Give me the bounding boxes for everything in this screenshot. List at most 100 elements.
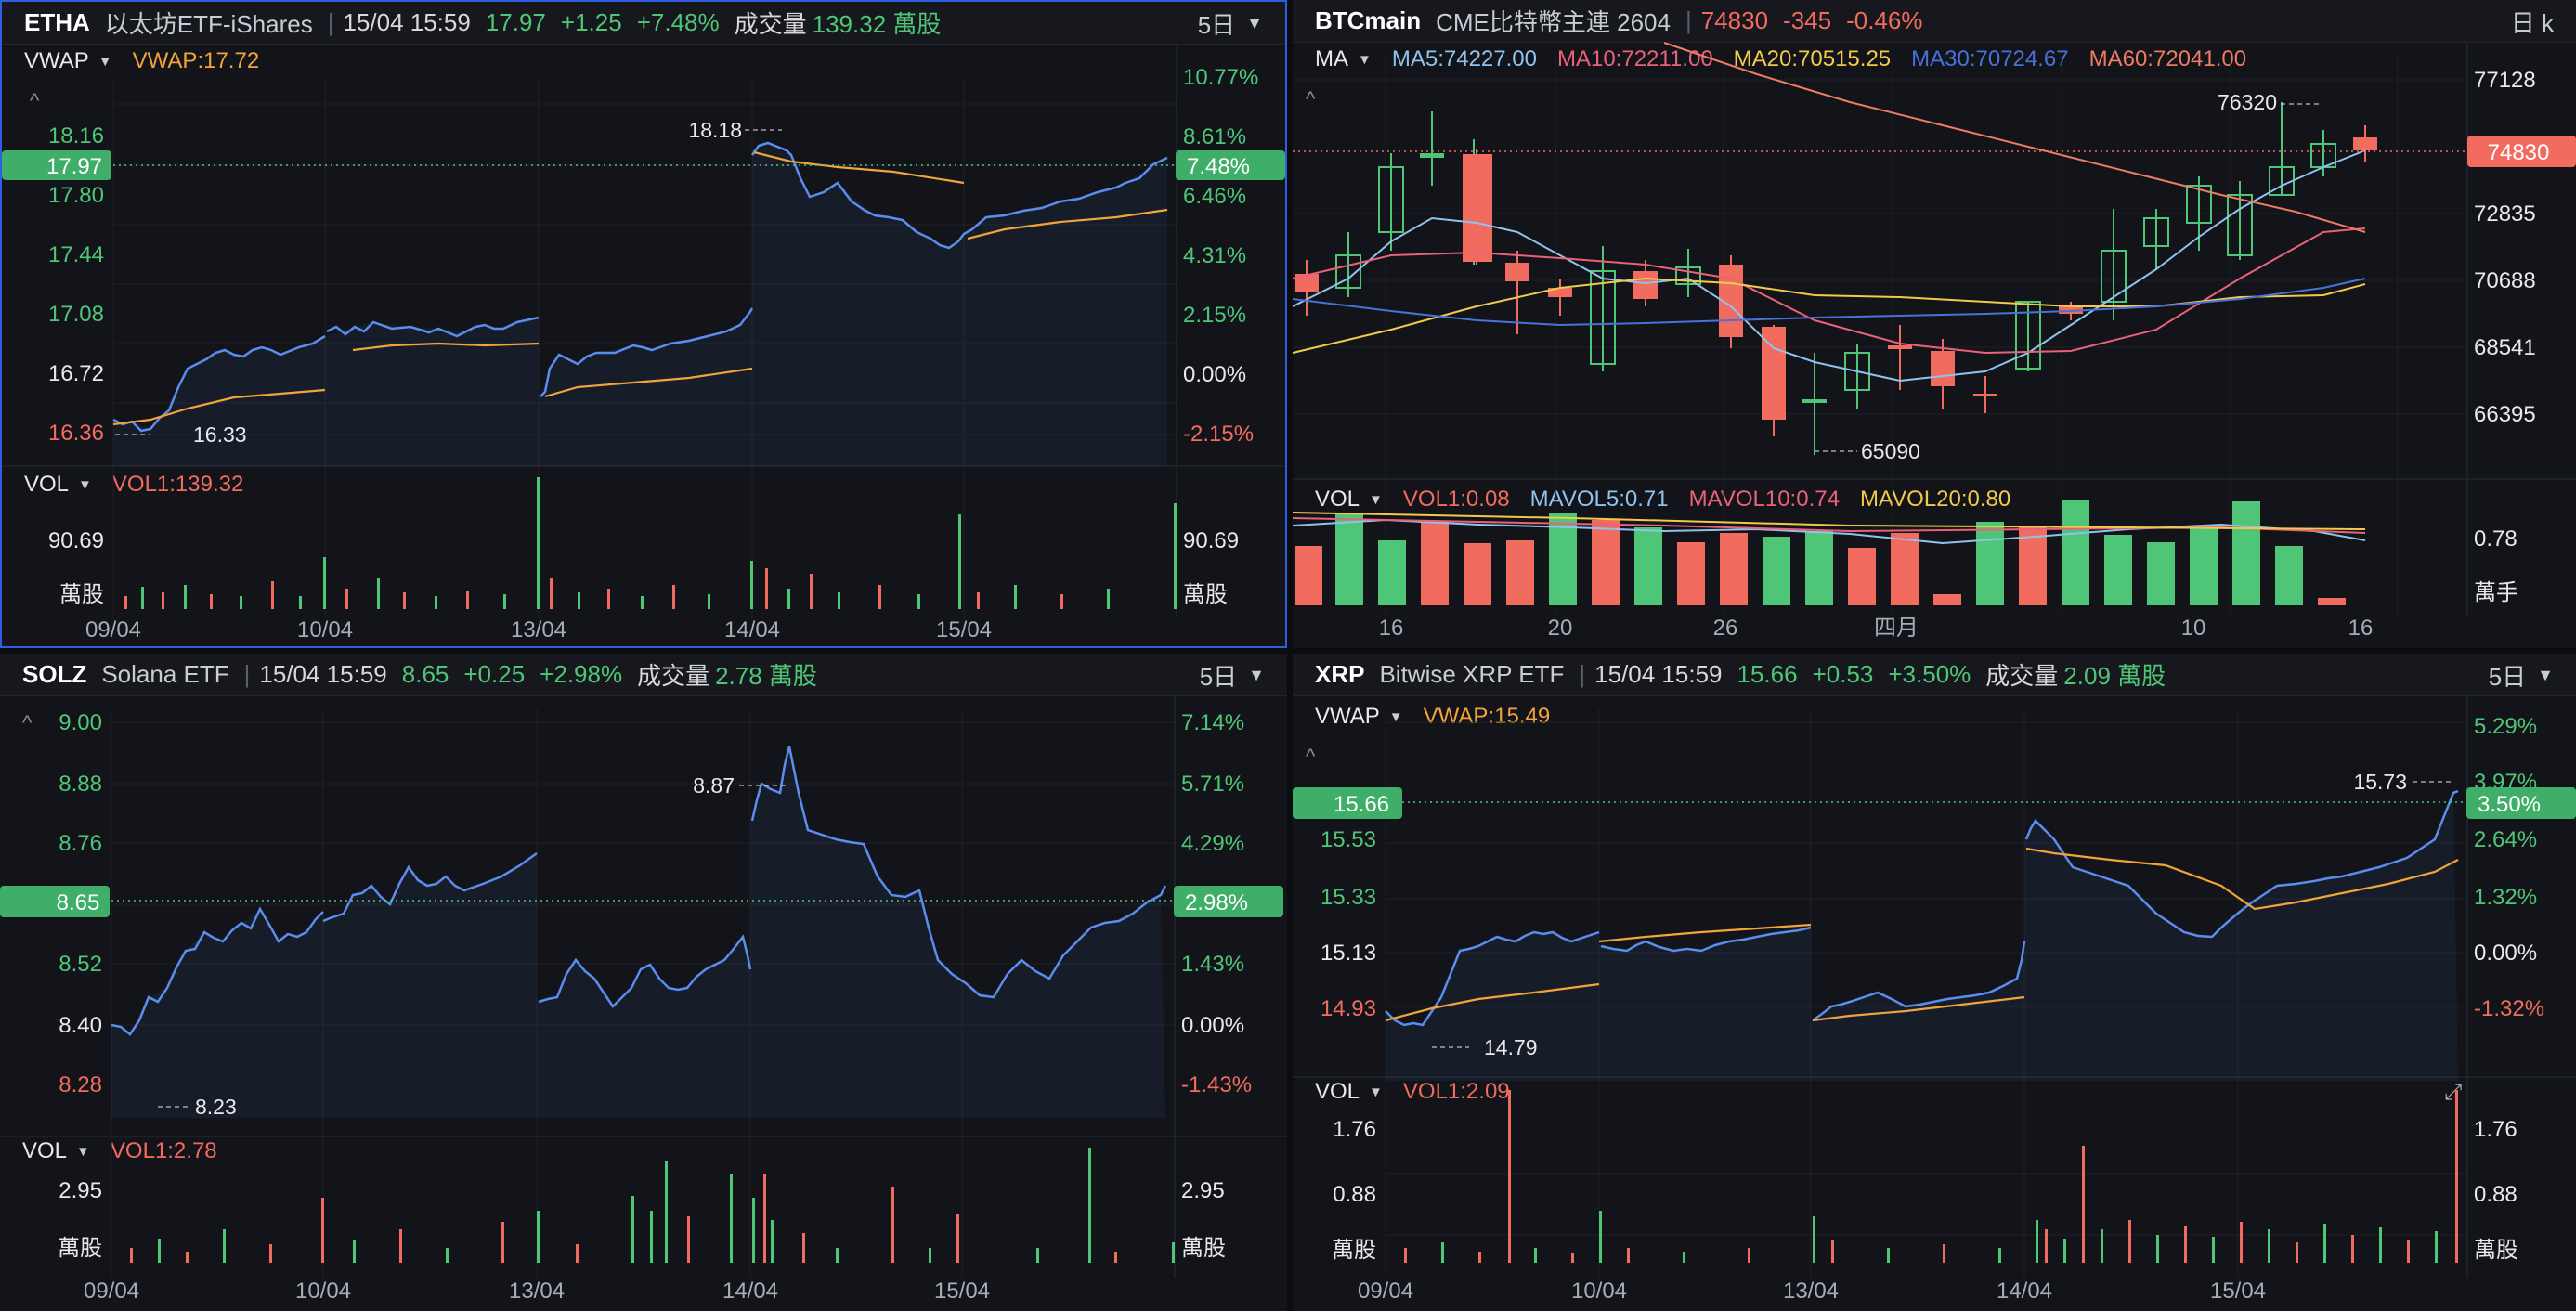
pct-axis-label: 0.00% [1183,362,1246,387]
date-label: 16 [2348,616,2374,641]
period-selector[interactable]: 5日 ▼ [2488,662,2554,691]
volume-bars [124,477,1177,609]
price-axis-label: 17.08 [48,302,104,327]
pct-axis-label: 4.31% [1183,243,1246,268]
etha-chart-panel[interactable]: ETHA 以太坊ETF-iShares | 15/04 15:59 17.97 … [0,0,1287,648]
percent-change: +7.48% [636,8,720,36]
volume-unit: 萬股 [58,1236,102,1261]
last-price: 74830 [1700,6,1769,34]
solz-chart-panel[interactable]: SOLZ Solana ETF | 15/04 15:59 8.65 +0.25… [0,654,1287,1311]
volume-value: 2.09 萬股 [2063,662,2166,690]
low-marker: 65090 [1861,439,1920,463]
price-axis-label: 9.00 [59,710,102,735]
volume-unit: 萬手 [2474,580,2518,605]
price-axis-label: 8.40 [59,1013,102,1038]
current-pct-tag [1176,150,1285,180]
volume-axis-label: 1.76 [1333,1117,1376,1142]
volume-unit: 萬股 [2474,1238,2518,1263]
symbol[interactable]: ETHA [24,8,90,36]
security-name: Bitwise XRP ETF [1379,660,1565,688]
collapse-chevron-icon[interactable]: ^ [1306,87,1316,110]
xrp-header: XRP Bitwise XRP ETF | 15/04 15:59 15.66 … [1293,654,2576,696]
price-change: -345 [1783,6,1832,34]
chevron-down-icon: ▼ [1369,1084,1383,1100]
date-label: 16 [1379,616,1404,641]
volume-indicator-selector[interactable]: VOL ▼ VOL1:0.08 MAVOL5:0.71 MAVOL10:0.74 … [1315,487,2011,512]
price-axis-label: 8.76 [59,831,102,856]
chevron-down-icon: ▼ [1388,708,1403,725]
current-price-tag [1293,787,1402,819]
volume-unit: 萬股 [1332,1238,1376,1263]
price-axis-label: 16.72 [48,361,104,386]
volume-axis-label: 0.88 [1333,1182,1376,1207]
indicator-selector[interactable]: VWAP ▼ VWAP:15.49 [1315,704,1551,729]
last-price: 8.65 [401,660,449,688]
chevron-down-icon: ▼ [1369,491,1383,508]
symbol[interactable]: BTCmain [1315,6,1422,34]
pct-axis-label: 4.29% [1181,831,1244,856]
last-price: 17.97 [485,8,546,36]
date-label: 15/04 [2210,1279,2266,1304]
volume-label: 成交量 [734,10,807,38]
pct-axis-label: -1.32% [2474,996,2544,1021]
pct-axis-label: -1.43% [1181,1072,1252,1097]
volume-indicator-selector[interactable]: VOL ▼ VOL1:139.32 [24,472,244,497]
solz-chart[interactable]: ^ 8.87 8.23 9.00 8.88 8.76 8.52 8.40 8.2… [0,654,1287,1311]
date-label: 20 [1548,616,1573,641]
price-axis-label: 18.16 [48,123,104,149]
btc-header: BTCmain CME比特幣主連 2604 | 74830 -345 -0.46… [1293,0,2576,43]
price-change: +0.53 [1812,660,1874,688]
collapse-chevron-icon[interactable]: ^ [22,711,33,734]
volume-indicator-selector[interactable]: VOL ▼ VOL1:2.09 [1315,1079,1510,1104]
ma-indicator-selector[interactable]: MA ▼ MA5:74227.00 MA10:72211.00 MA20:7051… [1315,46,2247,71]
price-axis-label: 17.44 [48,242,104,267]
price-axis-label: 70688 [2474,268,2536,293]
date-label: 10/04 [1571,1279,1627,1304]
date-label: 14/04 [724,617,780,643]
price-axis-label: 15.13 [1321,941,1376,966]
current-pct: 2.98% [1185,890,1248,915]
pct-axis-label: 6.46% [1183,184,1246,209]
ma60-value: MA60:72041.00 [2088,46,2247,71]
chevron-down-icon: ▼ [1248,665,1265,684]
symbol[interactable]: XRP [1315,660,1365,688]
vwap-value: VWAP:17.72 [132,48,260,73]
current-price-tag [2,150,111,180]
date-label: 10/04 [297,617,353,643]
price-axis-label: 16.36 [48,421,104,446]
period-selector[interactable]: 5日 ▼ [1199,662,1265,691]
period-selector[interactable]: 日 k [2510,8,2554,37]
collapse-chevron-icon[interactable]: ^ [30,89,40,112]
volume-axis-label: 0.88 [2474,1182,2517,1207]
vol1-value: VOL1:0.08 [1402,487,1510,512]
pct-axis-label: 8.61% [1183,124,1246,149]
volume-value: VOL1:139.32 [111,472,244,497]
price-change: +1.25 [560,8,622,36]
date-label: 13/04 [1783,1279,1839,1304]
low-marker: 16.33 [193,422,247,447]
high-marker: 15.73 [2353,770,2407,794]
volume-value: 139.32 萬股 [812,10,942,38]
xrp-chart[interactable]: ^ 15.73 14.79 15.53 15.33 15.13 14.93 15… [1293,654,2576,1311]
pct-axis-label: 5.29% [2474,714,2537,739]
etha-header: ETHA 以太坊ETF-iShares | 15/04 15:59 17.97 … [2,2,1285,45]
current-price: 74830 [2488,140,2550,165]
ma20-value: MA20:70515.25 [1733,46,1892,71]
symbol[interactable]: SOLZ [22,660,87,688]
etha-chart[interactable]: ^ 18.18 16.33 18.16 17.80 17.44 17.08 16… [2,2,1287,648]
volume-bars [130,1148,1175,1263]
collapse-chevron-icon[interactable]: ^ [1306,745,1316,768]
btc-chart-panel[interactable]: BTCmain CME比特幣主連 2604 | 74830 -345 -0.46… [1293,0,2576,648]
current-pct: 7.48% [1187,154,1250,179]
volume-value: VOL1:2.09 [1402,1079,1510,1104]
volume-label: 成交量 [1985,662,2059,690]
high-marker: 18.18 [688,118,742,142]
expand-icon[interactable]: ⤢ [2444,1080,2462,1105]
btc-chart[interactable]: ^ [1293,0,2576,648]
xrp-chart-panel[interactable]: XRP Bitwise XRP ETF | 15/04 15:59 15.66 … [1293,654,2576,1311]
period-selector[interactable]: 5日 ▼ [1197,10,1263,39]
pct-axis-label: 2.15% [1183,303,1246,328]
volume-indicator-selector[interactable]: VOL ▼ VOL1:2.78 [22,1138,217,1163]
date-label: 26 [1713,616,1738,641]
indicator-selector[interactable]: VWAP ▼ VWAP:17.72 [24,48,260,73]
